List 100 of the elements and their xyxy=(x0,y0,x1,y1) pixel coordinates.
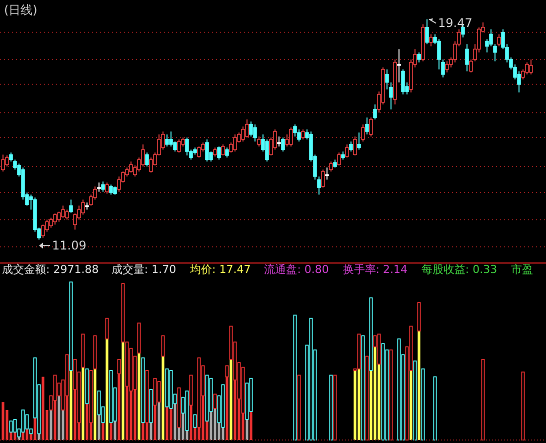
bar xyxy=(169,370,173,409)
bar xyxy=(417,302,421,332)
bar xyxy=(110,422,112,440)
bar xyxy=(309,318,313,440)
annotation: 19.47 xyxy=(438,16,472,30)
candlestick xyxy=(257,136,261,147)
bar xyxy=(22,432,24,440)
candlestick xyxy=(289,127,293,147)
candlestick xyxy=(197,146,201,158)
bar xyxy=(397,338,401,440)
candlestick xyxy=(53,213,57,226)
bar xyxy=(138,353,140,440)
candlestick xyxy=(465,44,469,72)
bar xyxy=(150,422,152,440)
annotation: 均价: 17.47 xyxy=(189,263,251,276)
candlestick xyxy=(117,176,121,192)
candlestick xyxy=(297,128,301,142)
candlestick xyxy=(97,182,101,192)
bar xyxy=(182,413,184,440)
candlestick xyxy=(165,134,169,147)
candlestick xyxy=(497,34,501,47)
bar xyxy=(210,412,212,440)
bar xyxy=(166,406,168,440)
bar xyxy=(34,418,36,440)
candlestick xyxy=(349,140,353,152)
candlestick xyxy=(69,199,73,214)
bar xyxy=(246,419,248,440)
candlestick xyxy=(225,147,229,158)
bar xyxy=(50,410,52,440)
bar xyxy=(250,412,252,440)
bar xyxy=(26,428,28,440)
bar xyxy=(161,335,165,357)
candlestick xyxy=(369,117,373,137)
candlestick xyxy=(65,209,69,220)
bar xyxy=(2,402,4,440)
bar xyxy=(70,370,72,440)
candlestick xyxy=(325,167,329,180)
candlestick xyxy=(205,138,209,162)
bar xyxy=(142,422,144,440)
candlestick xyxy=(397,48,401,83)
candlestick xyxy=(425,18,429,45)
candlestick xyxy=(429,34,433,47)
bar xyxy=(358,368,360,440)
bar xyxy=(58,396,60,440)
candlestick xyxy=(221,144,225,156)
candlestick xyxy=(105,182,109,194)
bar xyxy=(433,376,437,440)
candlestick xyxy=(329,160,333,172)
candlestick xyxy=(185,137,189,156)
candlestick xyxy=(529,58,533,75)
bar xyxy=(137,322,141,354)
candlestick xyxy=(265,138,269,162)
candlestick xyxy=(277,136,281,147)
candlestick xyxy=(177,138,181,154)
bar xyxy=(106,338,108,440)
candlestick xyxy=(245,118,249,138)
candlestick xyxy=(109,184,113,196)
bar xyxy=(329,374,333,440)
candlestick xyxy=(373,104,377,120)
annotation: 市盈 xyxy=(511,263,533,276)
candlestick xyxy=(321,169,325,188)
bar xyxy=(222,427,224,440)
annotation: 换手率: 2.14 xyxy=(342,263,408,276)
bar xyxy=(98,414,100,440)
candlestick xyxy=(365,117,369,135)
candlestick xyxy=(417,52,421,63)
annotation: 流通盘: 0.80 xyxy=(264,263,329,276)
bar xyxy=(14,432,16,440)
bar xyxy=(230,359,232,440)
candlestick xyxy=(81,199,85,216)
candlestick xyxy=(357,132,361,150)
candlestick xyxy=(145,152,149,167)
bar xyxy=(42,376,44,440)
annotation: 11.09 xyxy=(52,238,86,253)
bar xyxy=(481,358,485,440)
bar xyxy=(361,335,365,440)
candlestick xyxy=(281,137,285,152)
candlestick xyxy=(301,128,305,140)
bar xyxy=(157,381,161,403)
bar xyxy=(174,404,176,440)
bar xyxy=(165,368,169,408)
candlestick xyxy=(345,144,349,158)
bar xyxy=(214,408,216,440)
bar xyxy=(170,408,172,440)
candlestick xyxy=(61,205,65,218)
candlestick xyxy=(401,68,405,95)
bar xyxy=(421,368,425,440)
candlestick xyxy=(353,136,357,156)
bar xyxy=(333,374,337,440)
candlestick xyxy=(233,134,237,152)
candlestick xyxy=(253,124,257,142)
annotation: 成交金额: 2971.88 xyxy=(2,263,99,276)
candlestick xyxy=(361,124,365,142)
bar xyxy=(293,314,297,440)
bar xyxy=(410,370,412,440)
bar xyxy=(389,349,393,440)
bar xyxy=(162,356,164,440)
bar xyxy=(177,387,181,428)
bar xyxy=(354,370,356,440)
candlestick xyxy=(101,180,105,192)
